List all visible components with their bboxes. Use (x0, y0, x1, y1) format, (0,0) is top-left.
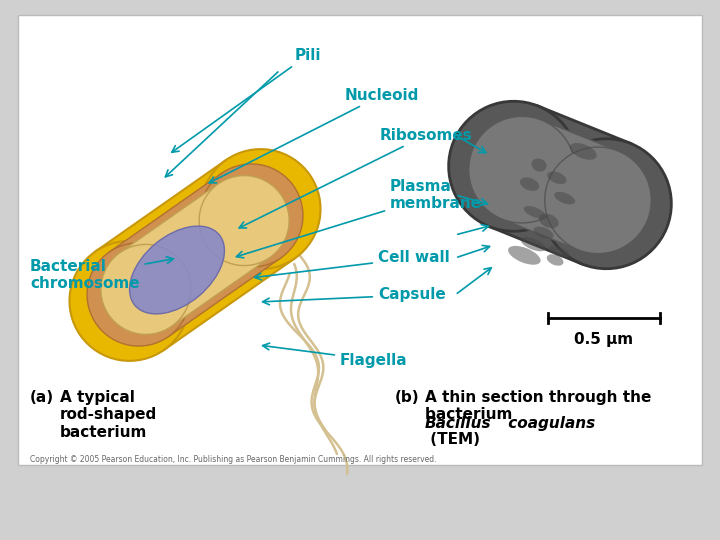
Ellipse shape (69, 241, 189, 361)
Ellipse shape (449, 102, 579, 231)
Ellipse shape (521, 237, 546, 251)
Ellipse shape (130, 226, 225, 314)
Text: 0.5 µm: 0.5 µm (575, 332, 634, 347)
Ellipse shape (469, 116, 575, 223)
Ellipse shape (520, 177, 539, 191)
Ellipse shape (545, 147, 652, 254)
Ellipse shape (531, 159, 546, 172)
Ellipse shape (534, 227, 554, 239)
Ellipse shape (508, 246, 541, 265)
Ellipse shape (201, 149, 320, 269)
Ellipse shape (570, 143, 597, 160)
Bar (109, 173, 281, 337)
Text: (a): (a) (30, 390, 54, 405)
Text: Copyright © 2005 Pearson Education, Inc. Publishing as Pearson Benjamin Cummings: Copyright © 2005 Pearson Education, Inc.… (30, 455, 436, 464)
Text: Cell wall: Cell wall (255, 251, 450, 280)
Text: (b): (b) (395, 390, 420, 405)
Text: coagulans: coagulans (503, 416, 595, 431)
Bar (490, 106, 631, 264)
Ellipse shape (549, 246, 570, 258)
Text: Bacillus: Bacillus (425, 416, 492, 431)
Ellipse shape (87, 243, 190, 346)
Ellipse shape (101, 245, 191, 334)
Text: Bacterial
chromosome: Bacterial chromosome (30, 256, 174, 291)
Ellipse shape (547, 171, 567, 184)
Ellipse shape (199, 176, 289, 266)
Bar (120, 184, 270, 326)
Text: Capsule: Capsule (263, 287, 446, 305)
Text: A typical
rod-shaped
bacterium: A typical rod-shaped bacterium (60, 390, 157, 440)
Text: Ribosomes: Ribosomes (239, 127, 473, 228)
Text: Nucleoid: Nucleoid (209, 87, 419, 183)
Ellipse shape (541, 139, 671, 269)
Text: (TEM): (TEM) (425, 432, 480, 447)
Text: Flagella: Flagella (263, 343, 408, 368)
Bar (18, 15, 702, 465)
Text: A thin section through the
bacterium: A thin section through the bacterium (425, 390, 652, 422)
Ellipse shape (523, 206, 546, 219)
Text: Pili: Pili (172, 48, 322, 152)
Ellipse shape (546, 254, 564, 266)
Bar (502, 120, 618, 250)
Ellipse shape (199, 164, 303, 267)
Text: Plasma
membrane: Plasma membrane (236, 179, 482, 258)
Bar (95, 160, 295, 350)
Ellipse shape (539, 214, 559, 228)
Ellipse shape (554, 192, 575, 205)
